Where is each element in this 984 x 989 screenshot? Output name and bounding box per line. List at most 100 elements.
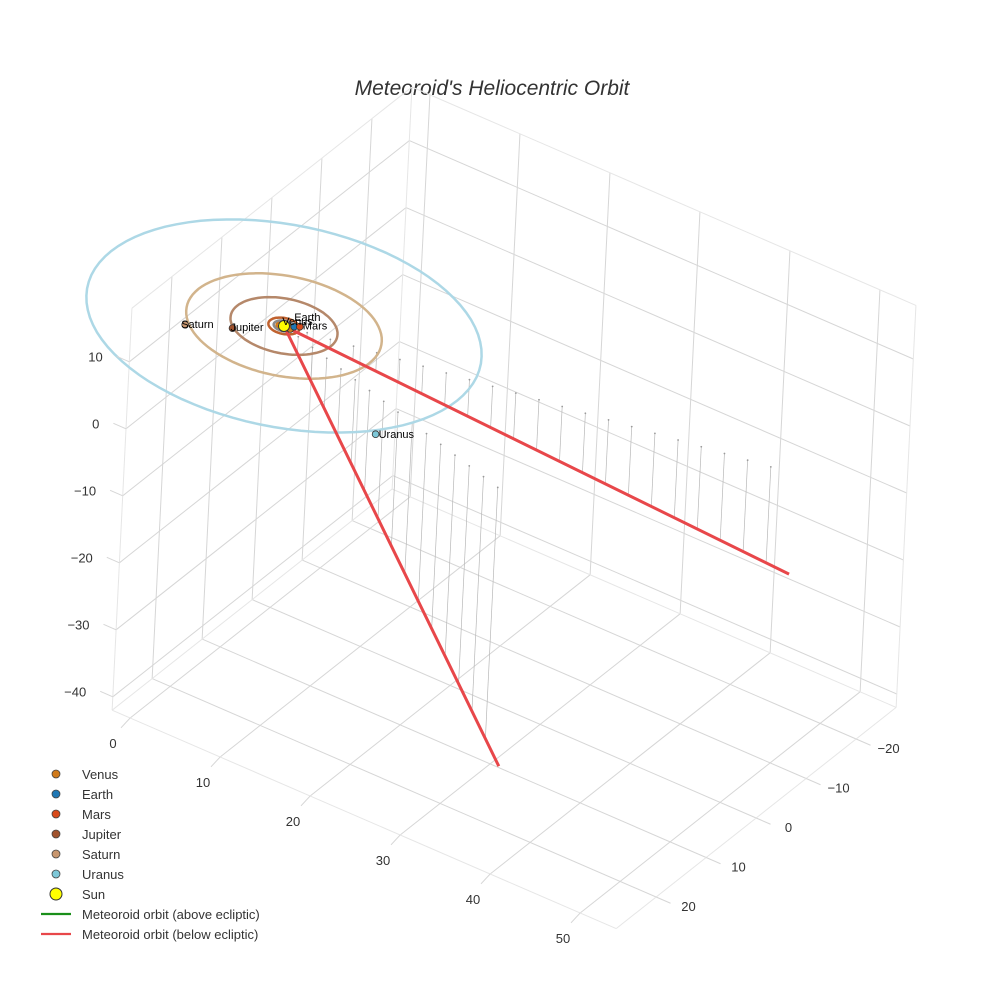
- meteoroid-drop-tip: [538, 399, 540, 401]
- meteoroid-drop-line: [628, 427, 631, 496]
- legend-dot: [52, 770, 60, 778]
- mars-label: Mars: [303, 321, 328, 333]
- legend-item[interactable]: Venus: [52, 767, 119, 782]
- meteoroid-drop-tip: [297, 336, 299, 338]
- floor-grid-line: [252, 600, 756, 818]
- z-tick-mark: [110, 490, 123, 495]
- wall-grid-line: [403, 275, 907, 493]
- z-tick-mark: [113, 423, 126, 428]
- meteoroid-drop-line: [720, 453, 724, 540]
- wall-grid-line: [770, 251, 790, 653]
- box-edge: [412, 87, 916, 305]
- meteoroid-drop-line: [418, 434, 426, 602]
- wall-grid-line: [680, 212, 700, 614]
- legend-label: Uranus: [82, 867, 124, 882]
- meteoroid-drop-line: [514, 393, 516, 439]
- meteoroid-drop-line: [459, 466, 470, 684]
- x-tick-mark: [301, 796, 310, 806]
- meteoroid-drop-tip: [369, 390, 371, 392]
- meteoroid-drop-tip: [497, 487, 499, 489]
- meteoroid-drop-line: [468, 380, 470, 417]
- x-tick-mark: [571, 913, 580, 923]
- meteoroid-drop-tip: [440, 443, 442, 445]
- y-tick-mark: [756, 818, 770, 824]
- meteoroid-drop-tip: [584, 412, 586, 414]
- z-tick-label: −10: [74, 483, 96, 498]
- floor-grid-line: [352, 521, 856, 739]
- meteoroid-drop-line: [674, 440, 678, 518]
- legend-sun-dot: [50, 888, 62, 900]
- legend[interactable]: Venus Earth Mars Jupiter Saturn Uranus Sun Mete…: [41, 767, 260, 942]
- meteoroid-drop-tip: [454, 454, 456, 456]
- chart-title: Meteoroid's Heliocentric Orbit: [355, 77, 631, 100]
- z-tick-label: 0: [92, 416, 99, 431]
- legend-label: Meteoroid orbit (above ecliptic): [82, 907, 260, 922]
- axes-grid: [112, 87, 916, 929]
- x-tick-label: 40: [466, 892, 480, 907]
- legend-label: Mars: [82, 807, 111, 822]
- meteoroid-drop-line: [422, 366, 423, 393]
- meteoroid-drop-line: [582, 413, 585, 472]
- meteoroid-drop-line: [485, 487, 497, 738]
- meteoroid-drop-tip: [469, 379, 471, 381]
- legend-label: Jupiter: [82, 827, 122, 842]
- wall-grid-line: [500, 134, 520, 536]
- drop-lines: [297, 332, 771, 739]
- meteoroid-drop-tip: [354, 379, 356, 381]
- wall-grid-line: [123, 275, 403, 496]
- meteoroid-drop-tip: [326, 357, 328, 359]
- x-tick-mark: [481, 874, 490, 884]
- legend-item[interactable]: Meteoroid orbit (below ecliptic): [41, 927, 258, 942]
- meteoroid-drop-tip: [747, 459, 749, 461]
- floor-grid-line: [302, 560, 806, 778]
- meteoroid-drop-tip: [492, 385, 494, 387]
- y-tick-mark: [806, 779, 820, 785]
- wall-grid-line: [202, 237, 222, 639]
- y-tick-label: 0: [785, 820, 792, 835]
- box-edge: [392, 489, 896, 707]
- meteoroid-drop-tip: [608, 419, 610, 421]
- meteoroid-drop-line: [651, 433, 655, 506]
- meteoroid-drop-tip: [312, 347, 314, 349]
- legend-label: Saturn: [82, 847, 120, 862]
- meteoroid-drop-tip: [724, 453, 726, 455]
- wall-grid-line: [119, 342, 399, 563]
- z-tick-mark: [104, 624, 117, 629]
- y-tick-label: 10: [731, 860, 745, 875]
- y-tick-mark: [656, 897, 670, 903]
- saturn-label: Saturn: [181, 319, 213, 331]
- meteoroid-drop-tip: [329, 339, 331, 341]
- wall-grid-line: [396, 409, 900, 627]
- legend-item[interactable]: Mars: [52, 807, 111, 822]
- legend-item[interactable]: Jupiter: [52, 827, 122, 842]
- meteoroid-drop-line: [338, 369, 341, 436]
- legend-item[interactable]: Sun: [50, 887, 105, 902]
- y-tick-label: 20: [681, 899, 695, 914]
- meteoroid-drop-line: [405, 423, 412, 574]
- meteoroid-drop-line: [472, 477, 484, 712]
- meteoroid-drop-line: [353, 346, 354, 360]
- meteoroid-drop-tip: [770, 466, 772, 468]
- meteoroid-drop-line: [445, 373, 447, 405]
- box-edge: [112, 710, 616, 928]
- wall-grid-line: [113, 476, 393, 697]
- meteoroid-drop-line: [697, 447, 701, 529]
- legend-label: Earth: [82, 787, 113, 802]
- meteoroid-drop-line: [365, 391, 370, 492]
- meteoroid-drop-tip: [383, 400, 385, 402]
- wall-grid-line: [252, 198, 272, 600]
- legend-item[interactable]: Earth: [52, 787, 113, 802]
- legend-item[interactable]: Uranus: [52, 867, 124, 882]
- legend-item[interactable]: Meteoroid orbit (above ecliptic): [41, 907, 260, 922]
- z-tick-mark: [107, 557, 120, 562]
- wall-grid-line: [152, 277, 172, 679]
- meteoroid-drop-line: [399, 360, 400, 383]
- floor-grid-line: [152, 679, 656, 897]
- meteoroid-drop-tip: [340, 368, 342, 370]
- z-tick-label: −40: [64, 684, 86, 699]
- legend-item[interactable]: Saturn: [52, 847, 120, 862]
- legend-dot: [52, 810, 60, 818]
- legend-label: Meteoroid orbit (below ecliptic): [82, 927, 258, 942]
- wall-grid-line: [393, 476, 897, 694]
